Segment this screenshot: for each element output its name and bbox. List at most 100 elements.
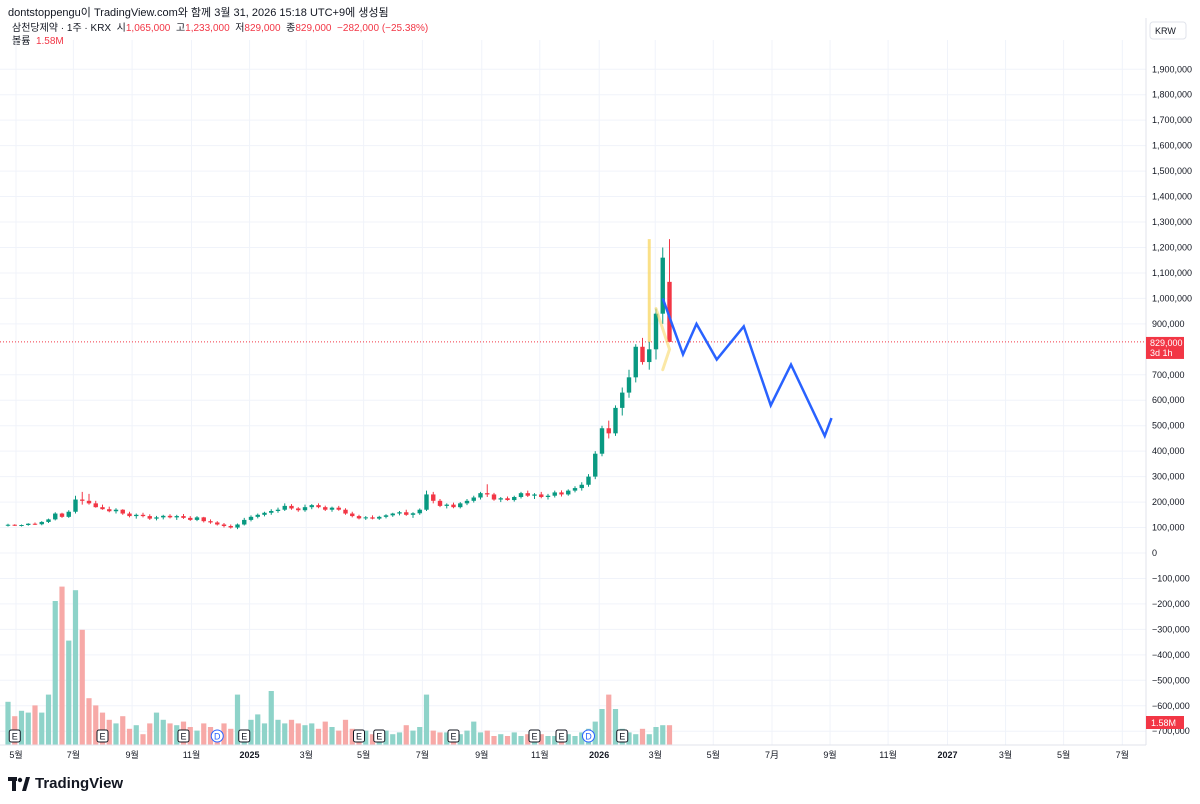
candle-body	[221, 524, 227, 527]
tradingview-logo[interactable]: TradingView	[8, 775, 123, 792]
volume-bar	[140, 734, 146, 745]
symbol-name[interactable]: 삼천당제약 · 1주 · KRX	[12, 23, 112, 34]
low-value: 829,000	[244, 23, 281, 34]
volume-bar	[666, 725, 673, 745]
volume-bar	[491, 736, 497, 745]
time-tick-label: 11월	[879, 749, 897, 760]
volume-bar	[423, 694, 430, 745]
volume-bar	[18, 710, 25, 745]
time-tick-label: 2027	[937, 750, 957, 760]
price-tick-label: 600,000	[1152, 395, 1185, 405]
time-tick-label: 3월	[999, 749, 1012, 760]
change-value: −282,000 (−25.38%)	[337, 23, 429, 34]
tradingview-logo-text: TradingView	[35, 775, 124, 792]
volume-bar	[167, 723, 173, 745]
volume-bar	[336, 730, 342, 745]
countdown-value: 3d 1h	[1150, 348, 1173, 358]
volume-bar	[525, 734, 531, 745]
candle-body	[660, 257, 665, 314]
time-tick-label: 9월	[823, 749, 836, 760]
candle-body	[370, 517, 375, 519]
symbol-legend: 삼천당제약 · 1주 · KRX 시1,065,000 고1,233,000 저…	[12, 22, 428, 48]
candle-body	[377, 516, 382, 519]
volume-bar	[504, 736, 511, 745]
currency-button[interactable]	[1149, 21, 1187, 40]
last-price-badge: 829,000 3d 1h	[1146, 336, 1184, 359]
volume-bar	[538, 734, 544, 745]
volume-badge-value: 1.58M	[1151, 718, 1176, 728]
earnings-marker-label: E	[619, 732, 625, 742]
candle-body	[154, 517, 159, 519]
earnings-marker-label: E	[558, 732, 564, 742]
candle-body	[113, 509, 119, 512]
volume-bar	[147, 723, 153, 745]
price-axis[interactable]: 1,900,000 1,800,000 1,700,000 1,600,000 1,50…	[1152, 64, 1192, 736]
candle-body	[86, 500, 92, 504]
earnings-marker-label: E	[241, 732, 247, 742]
volume-bar	[207, 727, 214, 745]
volume-bar	[417, 727, 423, 745]
candle-body	[73, 499, 78, 512]
candle-body	[26, 523, 31, 525]
time-tick-label: 3월	[649, 749, 662, 760]
price-tick-label: 400,000	[1152, 446, 1185, 456]
candle-body	[633, 346, 638, 378]
volume-bar	[457, 734, 463, 745]
candle-body	[350, 513, 355, 517]
volume-bar	[288, 719, 295, 745]
volume-bar	[133, 725, 139, 745]
volume-bar	[187, 727, 193, 745]
time-tick-label: 2026	[589, 750, 609, 760]
candle-body	[80, 499, 85, 501]
volume-bar	[592, 721, 598, 745]
candle-body	[505, 498, 510, 501]
forecast-drawing[interactable]	[661, 297, 833, 440]
candle-body	[518, 493, 524, 497]
volume-bar	[153, 712, 160, 745]
price-tick-label: 1,400,000	[1152, 192, 1192, 202]
candlesticks	[5, 239, 672, 530]
candle-body	[201, 517, 206, 522]
time-tick-label: 5월	[1057, 749, 1070, 760]
earnings-marker-label: E	[356, 732, 362, 742]
volume-bar	[282, 723, 288, 745]
earnings-marker-label: E	[376, 732, 382, 742]
candle-body	[397, 512, 402, 514]
candle-body	[289, 505, 294, 509]
candle-body	[383, 515, 389, 517]
candle-body	[19, 524, 24, 526]
candle-body	[66, 511, 71, 517]
candle-body	[620, 392, 625, 408]
candle-body	[262, 512, 267, 515]
candle-body	[464, 500, 470, 504]
price-tick-label: −100,000	[1152, 573, 1190, 583]
volume-bar	[295, 723, 301, 745]
time-tick-label: 5월	[9, 749, 22, 760]
volume-bar	[228, 728, 234, 745]
volume-bar	[99, 712, 106, 745]
volume-label: 볼륨	[12, 36, 31, 47]
candle-body	[235, 524, 240, 528]
candle-body	[653, 313, 659, 350]
volume-bar	[66, 640, 72, 745]
time-tick-label: 7월	[416, 749, 429, 760]
currency-label: KRW	[1155, 26, 1176, 36]
time-axis[interactable]: 5월 7월 9월 11월 2025 3월 5월 7월 9월 11월 2026 3월 5월 7月 9월 11월 2…	[9, 749, 1129, 760]
dividend-marker-label: D	[585, 732, 592, 742]
candle-body	[410, 513, 416, 515]
highlight-drawing[interactable]	[647, 239, 672, 372]
volume-bar	[612, 709, 619, 745]
earnings-marker	[353, 729, 365, 743]
candle-body	[302, 507, 308, 511]
candle-body	[451, 504, 456, 508]
volume-bar	[72, 590, 79, 745]
candle-body	[59, 513, 65, 517]
candle-body	[296, 508, 301, 511]
candle-body	[329, 507, 335, 510]
price-tick-label: −500,000	[1152, 675, 1190, 685]
earnings-marker	[96, 729, 109, 743]
candle-body	[525, 493, 530, 496]
price-tick-label: 1,600,000	[1152, 141, 1192, 151]
dividend-marker-label: D	[214, 732, 221, 742]
